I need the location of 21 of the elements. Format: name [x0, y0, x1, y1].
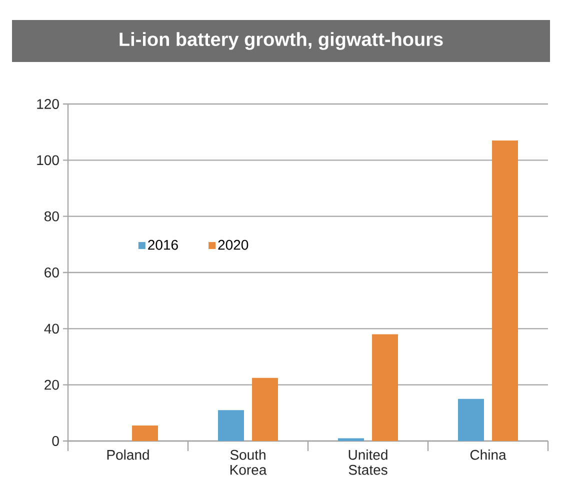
y-tick-label: 60	[44, 268, 59, 278]
x-tick-label: United States	[348, 450, 388, 475]
x-tick-label: South Korea	[230, 450, 267, 475]
y-tick-label: 0	[52, 436, 59, 446]
legend-label: 2020	[218, 240, 248, 250]
bar	[338, 438, 364, 441]
bar	[458, 398, 484, 441]
bar	[372, 334, 398, 441]
y-tick-label: 120	[37, 99, 59, 109]
legend-label: 2016	[148, 240, 178, 250]
y-tick-label: 100	[37, 155, 59, 166]
y-tick-label: 20	[44, 380, 59, 390]
bar	[252, 378, 278, 441]
x-tick-label: China	[470, 450, 506, 460]
bar	[492, 140, 518, 441]
x-tick-label: Poland	[107, 450, 149, 460]
y-tick-label: 80	[44, 211, 59, 222]
chart-title: Li-ion battery growth, gigwatt-hours	[120, 32, 443, 50]
bar	[132, 426, 158, 441]
bar	[218, 410, 244, 441]
y-tick-label: 40	[44, 324, 59, 334]
